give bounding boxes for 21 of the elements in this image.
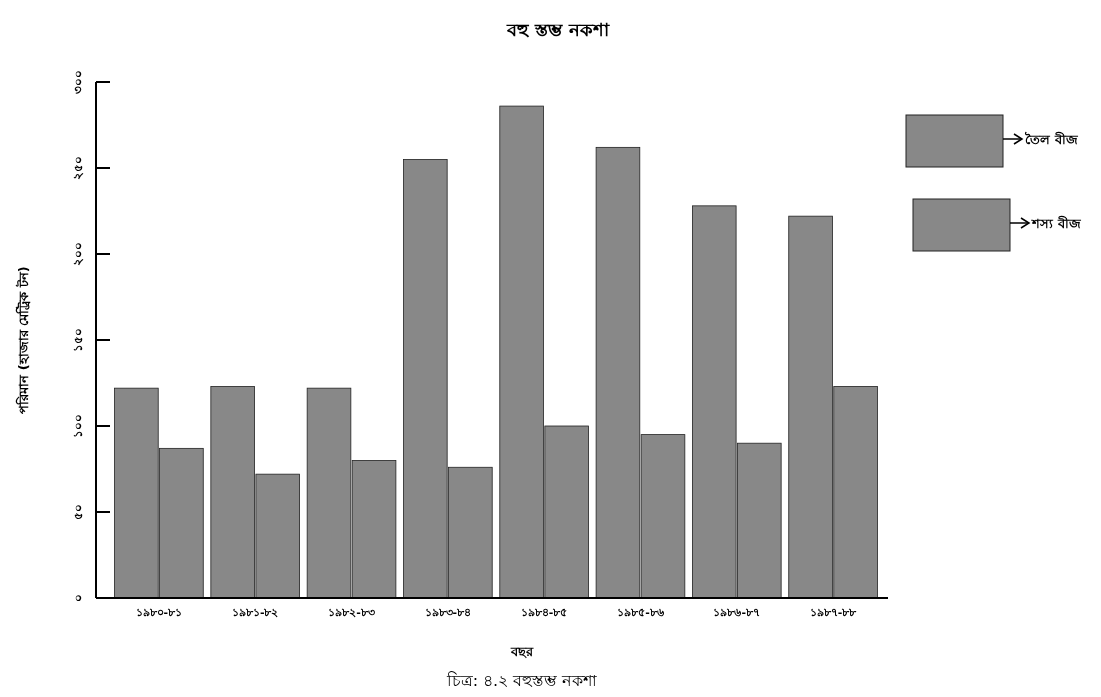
x-tick-label: ১৯৮১-৮২: [231, 606, 279, 619]
x-tick-label: ১৯৮০-৮১: [135, 606, 183, 619]
x-tick-label: ১৯৮৩-৮৪: [424, 606, 472, 619]
x-tick-label: ১৯৮৭-৮৮: [809, 606, 858, 619]
chart-title: বহু স্তম্ভ নকশা: [506, 19, 610, 40]
x-tick-label: ১৯৮২-৮৩: [328, 606, 375, 619]
y-axis-title: পরিমান (হাজার মেট্রিক টন): [15, 266, 31, 414]
x-axis-title: বছর: [510, 644, 534, 659]
text: তৈল বীজ: [1024, 130, 1079, 147]
y-tick-label: ৫০: [71, 504, 86, 520]
y-tick-label: ২০০: [71, 242, 86, 266]
y-tick-label: ৩০০: [71, 70, 86, 94]
x-tick-label: ১৯৮৫-৮৬: [617, 606, 665, 619]
y-tick-label: ০: [71, 594, 86, 602]
text: শস্য বীজ: [1031, 214, 1082, 231]
text: চিত্র: ৪.২ বহুস্তম্ভ নকশা: [445, 671, 598, 690]
x-tick-label: ১৯৮৬-৮৭: [713, 606, 761, 619]
y-tick-label: ১৫০: [71, 328, 86, 352]
y-tick-label: ২৫০: [71, 156, 86, 180]
x-tick-label: ১৯৮৪-৮৫: [520, 606, 568, 619]
y-tick-label: ১০০: [71, 414, 86, 438]
